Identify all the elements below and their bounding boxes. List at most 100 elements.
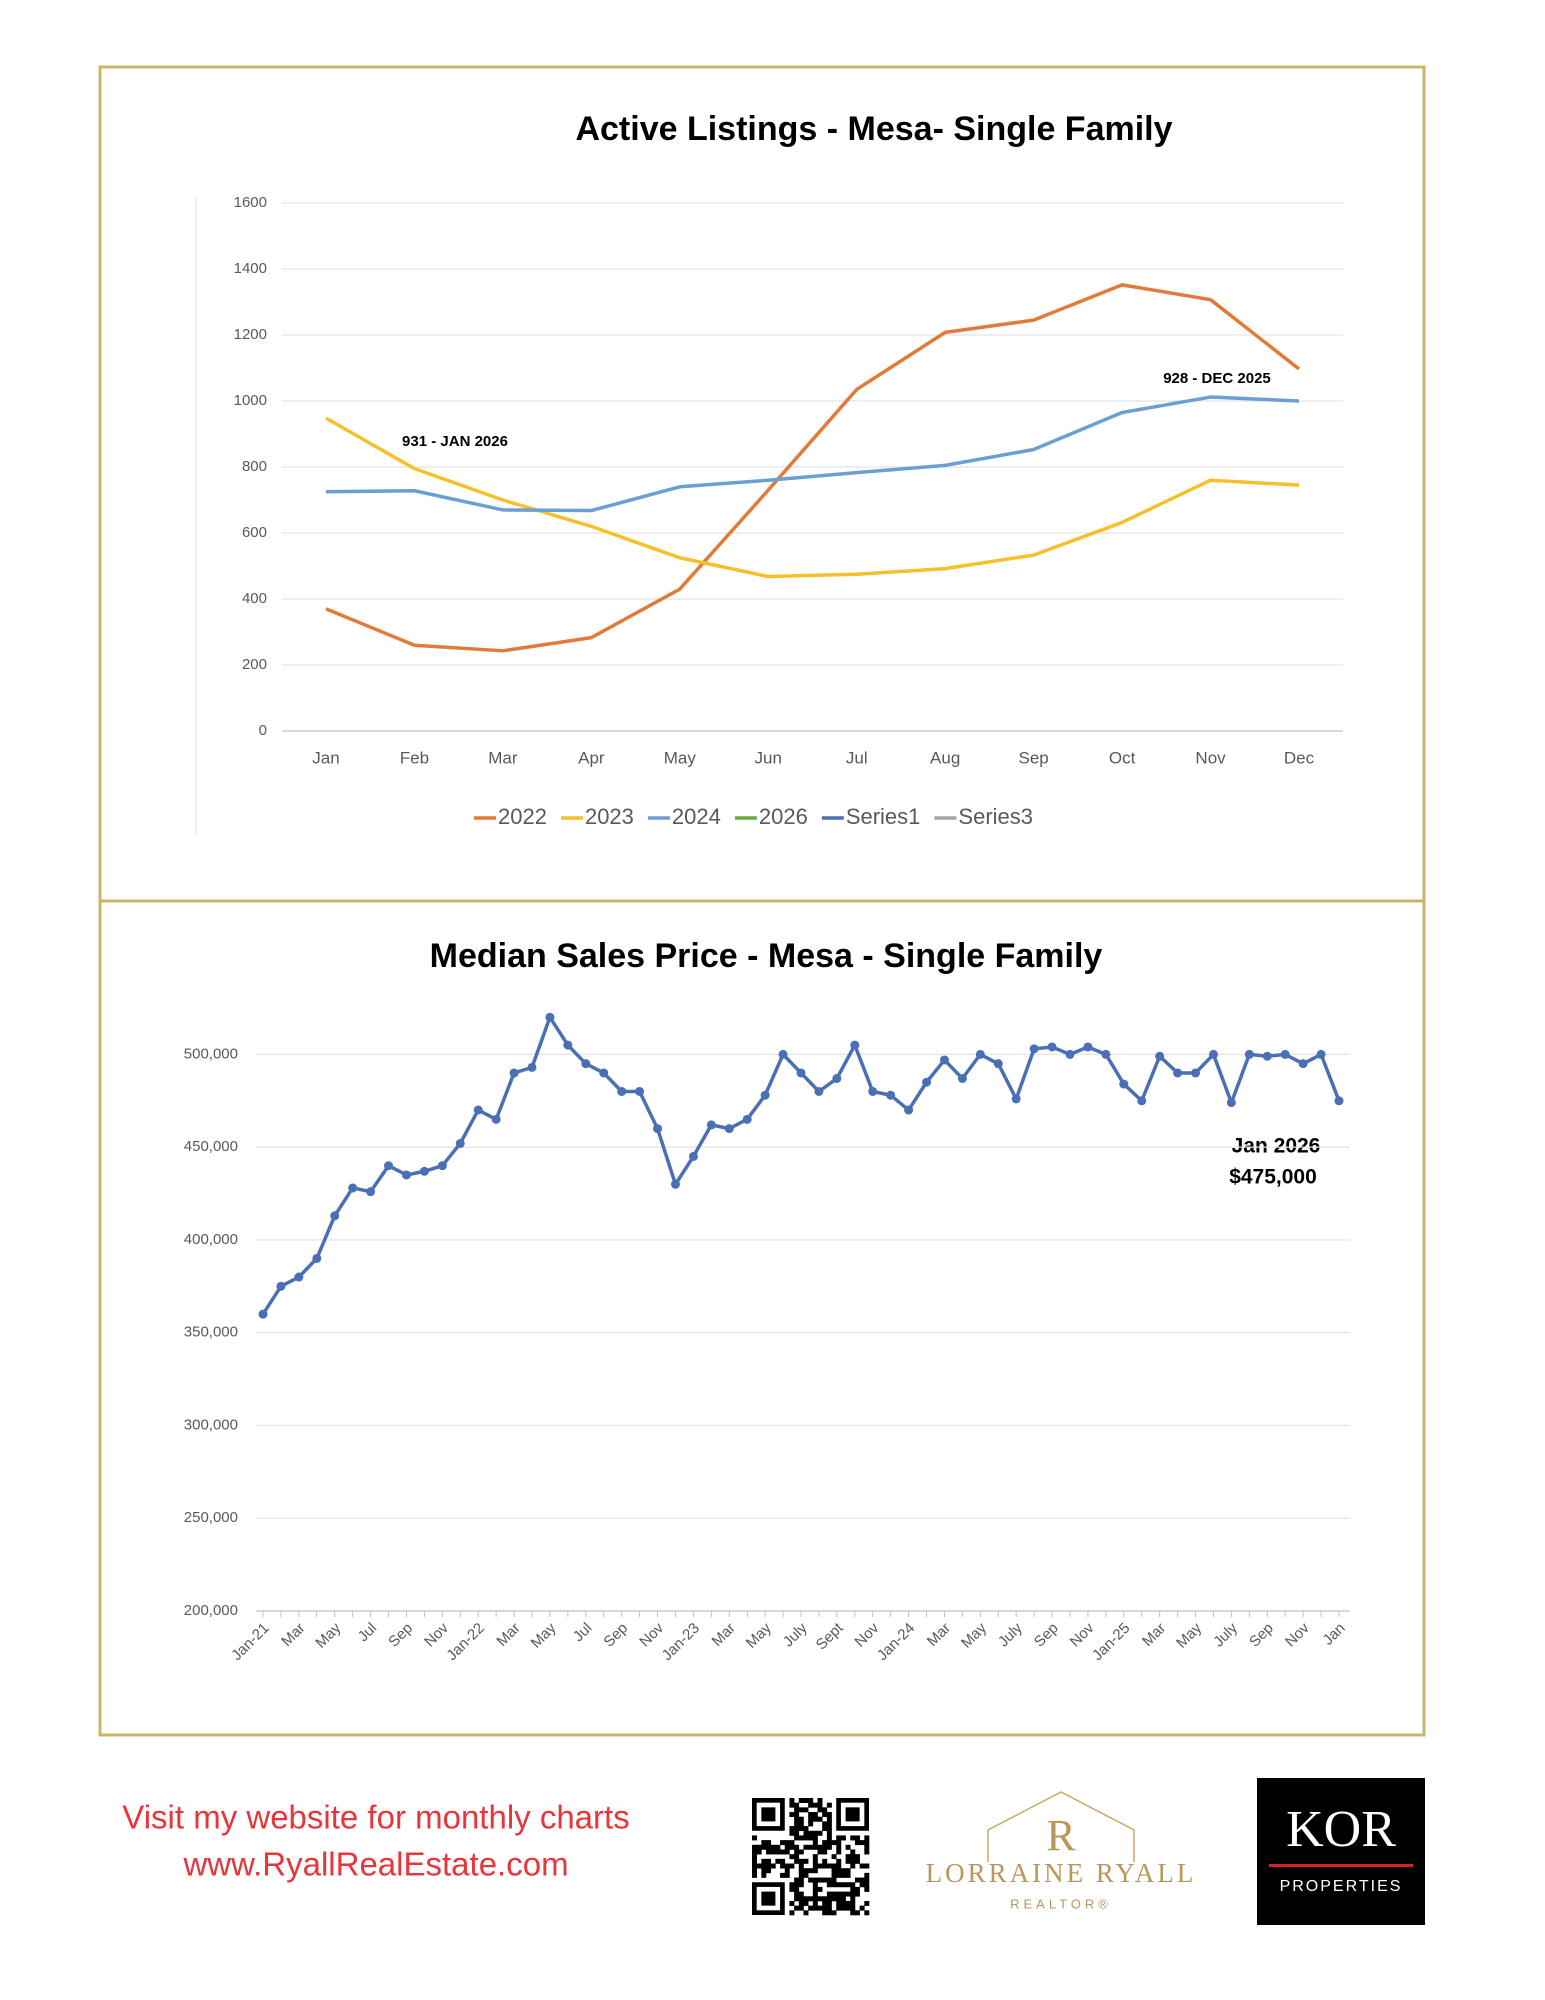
qr-cell [840,1900,846,1906]
qr-cell [808,1844,814,1850]
qr-cell [808,1830,814,1836]
data-point [760,1090,770,1100]
qr-cell [770,1863,776,1869]
data-line [325,283,1301,653]
x-tick-label: Apr [578,748,605,767]
qr-cell [826,1840,832,1846]
data-point [617,1086,627,1096]
qr-cell [798,1868,804,1874]
qr-cell [836,1872,842,1878]
qr-cell [817,1844,823,1850]
data-point [886,1090,896,1100]
qr-cell [794,1802,800,1808]
qr-cell [812,1886,818,1892]
qr-cell [812,1802,818,1808]
data-point [778,1049,788,1059]
qr-cell [808,1802,814,1808]
qr-cell [808,1905,814,1911]
qr-cell [840,1896,846,1902]
qr-cell [836,1868,842,1874]
qr-cell [766,1844,772,1850]
y-tick-label: 500,000 [184,1045,238,1062]
x-tick-label: Jan-21 [228,1620,272,1664]
qr-cell [822,1821,828,1827]
data-point [312,1253,322,1263]
qr-cell [850,1886,856,1892]
qr-cell [780,1840,786,1846]
data-point [384,1161,394,1171]
brand-sub: PROPERTIES [1280,1878,1403,1895]
qr-cell [761,1872,767,1878]
data-point [993,1059,1003,1069]
data-point [653,1124,663,1134]
qr-cell [845,1900,851,1906]
data-point [258,1309,268,1319]
qr-cell [836,1896,842,1902]
qr-cell [840,1882,846,1888]
qr-cell [840,1868,846,1874]
data-point [401,1170,411,1180]
legend-label: 2024 [672,804,721,829]
qr-cell [822,1910,828,1916]
qr-cell [831,1896,837,1902]
qr-cell [822,1896,828,1902]
qr-cell [789,1900,795,1906]
qr-cell [812,1812,818,1818]
qr-cell [752,1868,757,1874]
qr-cell [831,1872,837,1878]
x-tick-label: Mar [493,1620,523,1650]
qr-cell [812,1877,818,1883]
x-tick-label: Nov [851,1619,882,1650]
qr-cell [798,1891,804,1897]
qr-cell [836,1882,842,1888]
qr-cell [794,1891,800,1897]
qr-cell [817,1863,823,1869]
qr-cell [794,1826,800,1832]
qr-cell [803,1868,809,1874]
data-point [419,1166,429,1176]
qr-finder [761,1807,776,1822]
qr-cell [859,1905,865,1911]
qr-cell [831,1910,837,1916]
qr-finder [761,1891,776,1906]
data-point [1101,1049,1111,1059]
qr-cell [850,1849,856,1855]
footer-link[interactable]: www.RyallRealEstate.com [182,1846,568,1883]
data-point [1011,1094,1021,1104]
qr-cell [794,1844,800,1850]
qr-cell [803,1826,809,1832]
qr-cell [808,1877,814,1883]
annotation: 931 - JAN 2026 [402,433,508,450]
data-point [1065,1049,1075,1059]
data-point [599,1068,609,1078]
qr-cell [817,1849,823,1855]
x-tick-label: Jan-25 [1089,1620,1133,1664]
qr-cell [864,1863,870,1869]
x-tick-label: Nov [1067,1619,1098,1650]
data-point [1119,1079,1129,1089]
qr-cell [784,1863,790,1869]
footer-text: Visit my website for monthly charts [122,1799,629,1836]
qr-cell [770,1844,776,1850]
data-point [635,1086,645,1096]
logo-name: LORRAINE RYALL [926,1858,1197,1888]
qr-cell [789,1854,795,1860]
x-tick-label: May [958,1619,990,1651]
qr-cell [808,1896,814,1902]
qr-cell [817,1807,823,1813]
chart-title: Active Listings - Mesa- Single Family [575,110,1172,148]
qr-cell [831,1891,837,1897]
qr-cell [798,1858,804,1864]
x-tick-label: Jul [570,1620,596,1646]
y-tick-label: 200 [242,656,267,673]
qr-cell [794,1858,800,1864]
qr-cell [854,1854,860,1860]
y-tick-label: 0 [259,722,267,739]
qr-cell [826,1891,832,1897]
qr-cell [803,1807,809,1813]
x-tick-label: Sept [813,1619,847,1653]
qr-cell [798,1807,804,1813]
qr-cell [798,1821,804,1827]
data-point [868,1086,878,1096]
qr-cell [803,1910,809,1916]
